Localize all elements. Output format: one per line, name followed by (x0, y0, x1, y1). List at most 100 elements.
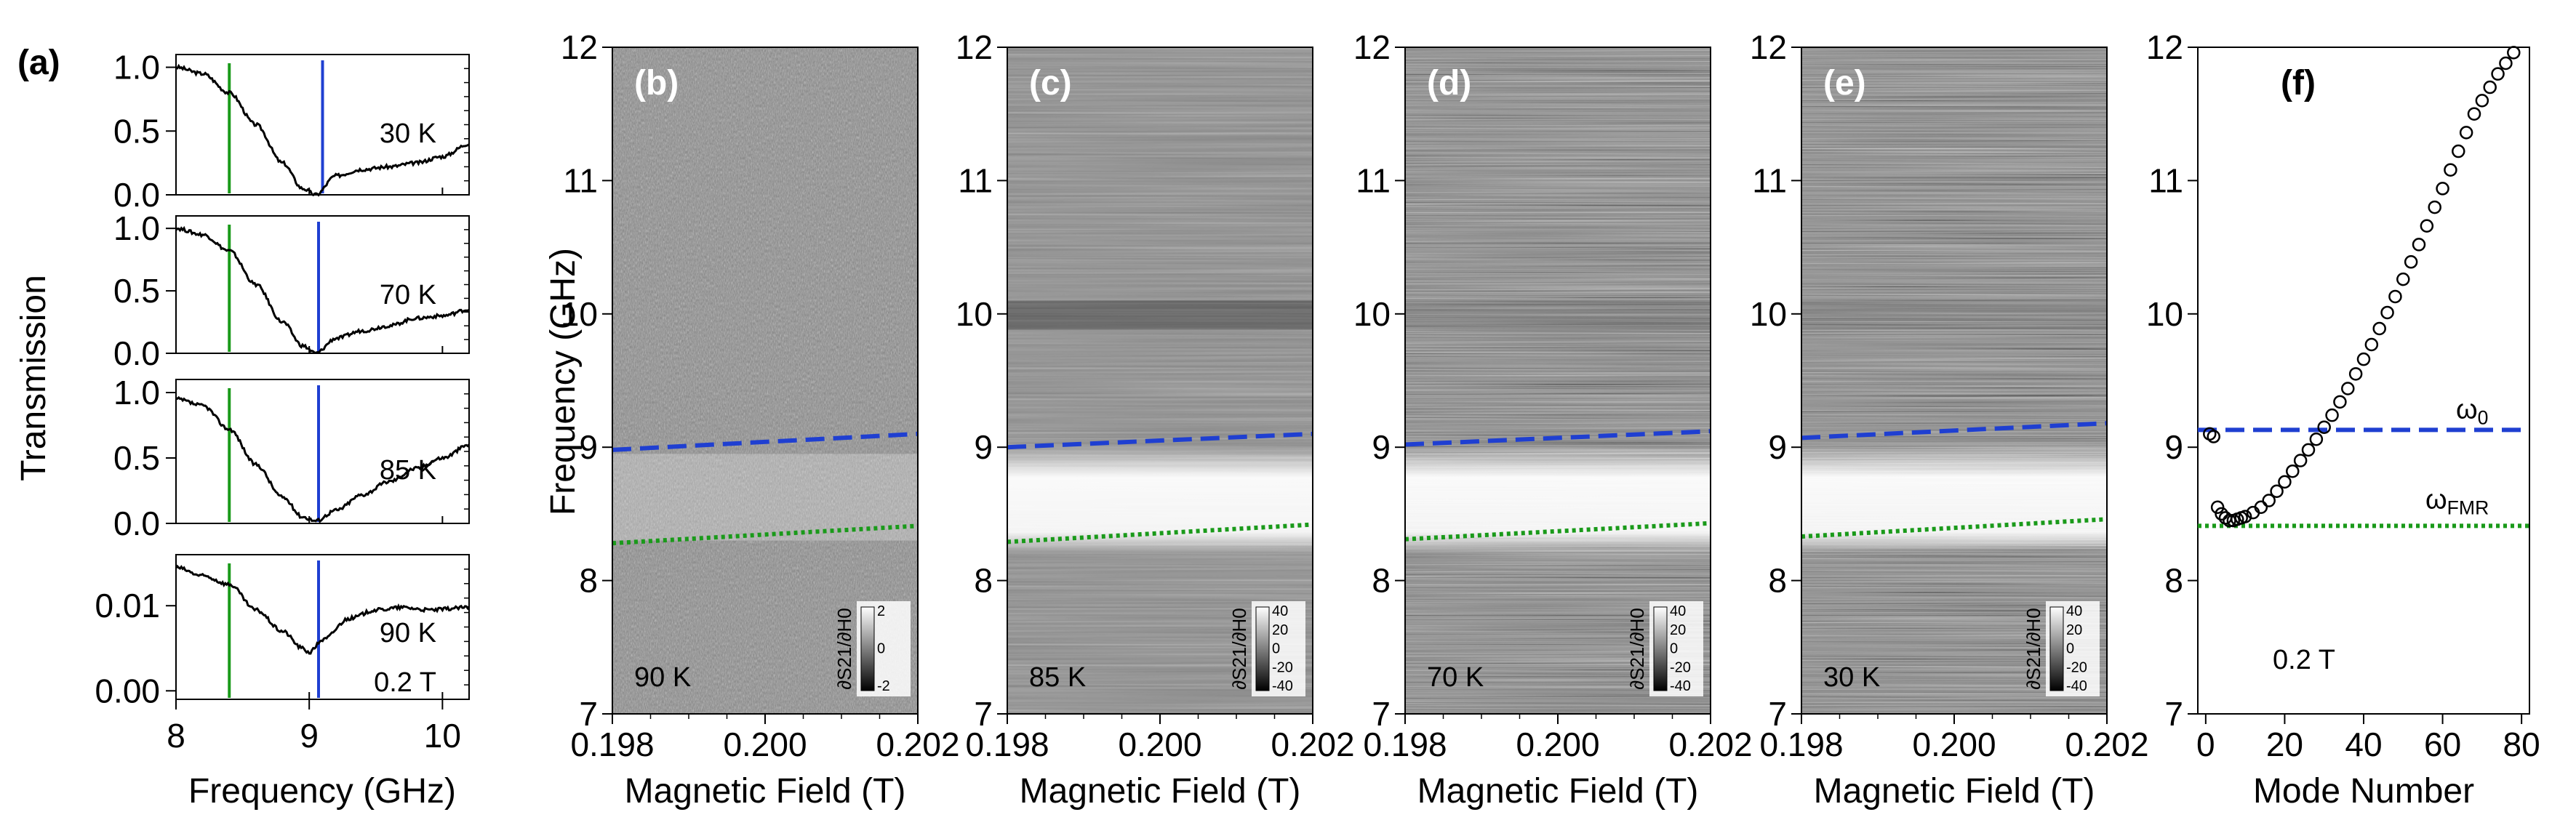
x-tick-label: 0.202 (1271, 725, 1354, 763)
mode-point (2293, 454, 2308, 467)
x-axis-title: Magnetic Field (T) (1020, 772, 1301, 811)
x-tick-label: 0.198 (570, 725, 654, 763)
temperature-label: 30 K (380, 118, 436, 149)
x-axis-title: Magnetic Field (T) (1417, 772, 1699, 811)
x-tick-label: 0.198 (965, 725, 1049, 763)
omega0-dashed-line (1007, 431, 1313, 450)
mode-point (2333, 395, 2347, 409)
panel-f: 7 8 9 10 11 12 0 20 40 60 80 (f) 0.2 T ω0 ωFMR Mode Num… (2146, 28, 2540, 811)
y-tick-label: 7 (974, 695, 993, 733)
mode-point (2491, 67, 2505, 81)
mode-point (2467, 107, 2481, 121)
temperature-label: 90 K (380, 618, 436, 648)
colorbar (860, 606, 875, 691)
mode-point (2396, 272, 2410, 286)
subplot-frame (175, 379, 470, 524)
omega0-dashed-line (612, 431, 919, 452)
mode-point (2388, 289, 2402, 304)
omegaFMR-label: ωFMR (2425, 484, 2489, 518)
mode-point (2238, 510, 2252, 523)
x-axis-title-f: Mode Number (2253, 772, 2474, 811)
y-tick-label: 9 (2164, 428, 2183, 466)
mode-point (2428, 200, 2441, 214)
colorbar-tick-label: 0 (877, 641, 885, 657)
x-tick-label: 0 (2196, 725, 2215, 763)
colorbar-tick-label: 40 (2066, 603, 2082, 619)
colorbar-tick-label: -2 (877, 678, 890, 694)
panel-label-c: (c) (1029, 64, 1072, 102)
mode-point (2356, 352, 2371, 366)
x-tick-label: 0.200 (723, 725, 807, 763)
x-tick-label: 9 (300, 717, 319, 755)
y-tick-label: 8 (974, 562, 993, 600)
faint-band (612, 454, 918, 541)
y-tick-label: 8 (1372, 562, 1391, 600)
heatmap-panels: 7 8 9 10 11 12 0.198 0.200 0.202 (b) 90 K Magnetic … (544, 28, 2149, 811)
x-tick-label: 0.198 (1363, 725, 1447, 763)
y-tick-label: 0.0 (113, 334, 160, 372)
heatmap-panel-d: 7 8 9 10 11 12 0.198 0.200 0.202 (d) 70 K Magnetic … (1353, 28, 1753, 811)
y-tick-label: 11 (563, 161, 598, 199)
mode-point (2499, 56, 2513, 71)
colorbar-tick-label: 20 (2066, 622, 2082, 638)
mode-point (2301, 443, 2316, 457)
x-tick-label: 40 (2345, 725, 2382, 763)
y-tick-label: 7 (2164, 695, 2183, 733)
mode-point (2459, 126, 2473, 140)
omegaFMR-dotted-line (1007, 522, 1313, 544)
y-tick-label: 12 (561, 28, 598, 66)
y-tick-label: 11 (958, 161, 993, 199)
y-tick-label: 9 (1768, 428, 1787, 466)
y-tick-label: 11 (1752, 161, 1787, 199)
x-axis-title: Magnetic Field (T) (1814, 772, 2095, 811)
y-tick-label: 10 (1750, 295, 1787, 333)
transmission-curve (175, 225, 470, 354)
y-tick-label: 0.5 (113, 439, 160, 477)
x-tick-label: 8 (167, 717, 185, 755)
dark-band (1801, 300, 2107, 330)
colorbar-tick-label: 0 (2066, 641, 2074, 657)
y-tick-label: 8 (1768, 562, 1787, 600)
y-tick-label: 8 (2164, 562, 2183, 600)
y-tick-label: 11 (2148, 161, 2183, 199)
y-tick-label: 10 (956, 295, 993, 333)
x-tick-label: 60 (2424, 725, 2461, 763)
y-tick-label: 0.5 (113, 112, 160, 150)
panel-label-b: (b) (634, 64, 679, 102)
x-tick-label: 0.202 (1668, 725, 1752, 763)
mode-point (2372, 321, 2386, 336)
panel-label-d: (d) (1427, 64, 1471, 102)
colorbar-title: ∂S21/∂H0 (2023, 608, 2044, 689)
mode-point (2278, 475, 2292, 489)
heatmap-panel-c: 7 8 9 10 11 12 0.198 0.200 0.202 (c) 85 K Magnetic … (956, 28, 1355, 811)
colorbar-tick-label: 40 (1272, 603, 1288, 619)
y-tick-label: 12 (2146, 28, 2183, 66)
dark-band (1405, 300, 1711, 330)
mode-point (2436, 182, 2449, 196)
mode-point (2444, 163, 2457, 177)
mode-point (2412, 238, 2426, 252)
x-axis-title: Magnetic Field (T) (625, 772, 906, 811)
y-tick-label: 7 (1768, 695, 1787, 733)
y-tick-label: 1.0 (113, 374, 160, 411)
mode-point (2270, 484, 2284, 498)
colorbar-tick-label: -20 (1670, 659, 1691, 675)
mode-point (2364, 337, 2379, 352)
heatmap-panel-b: 7 8 9 10 11 12 0.198 0.200 0.202 (b) 90 K Magnetic … (561, 28, 960, 811)
y-tick-label: 12 (1750, 28, 1787, 66)
y-tick-label: 9 (579, 428, 598, 466)
y-tick-label: 0.5 (113, 272, 160, 310)
y-tick-label: 0.01 (95, 587, 160, 624)
colorbar-tick-label: 20 (1670, 622, 1686, 638)
panel-label-e: (e) (1823, 64, 1866, 102)
omega0-dashed-line (1801, 421, 2108, 441)
x-tick-label: 0.200 (1516, 725, 1599, 763)
colorbar (1255, 606, 1270, 691)
y-axis-title-a: Transmission (15, 275, 53, 481)
mode-point (2475, 94, 2489, 108)
x-tick-label: 0.198 (1759, 725, 1843, 763)
y-tick-label: 1.0 (113, 209, 160, 247)
mode-point (2309, 432, 2324, 446)
mode-point (2262, 494, 2276, 507)
mode-point (2348, 367, 2363, 381)
